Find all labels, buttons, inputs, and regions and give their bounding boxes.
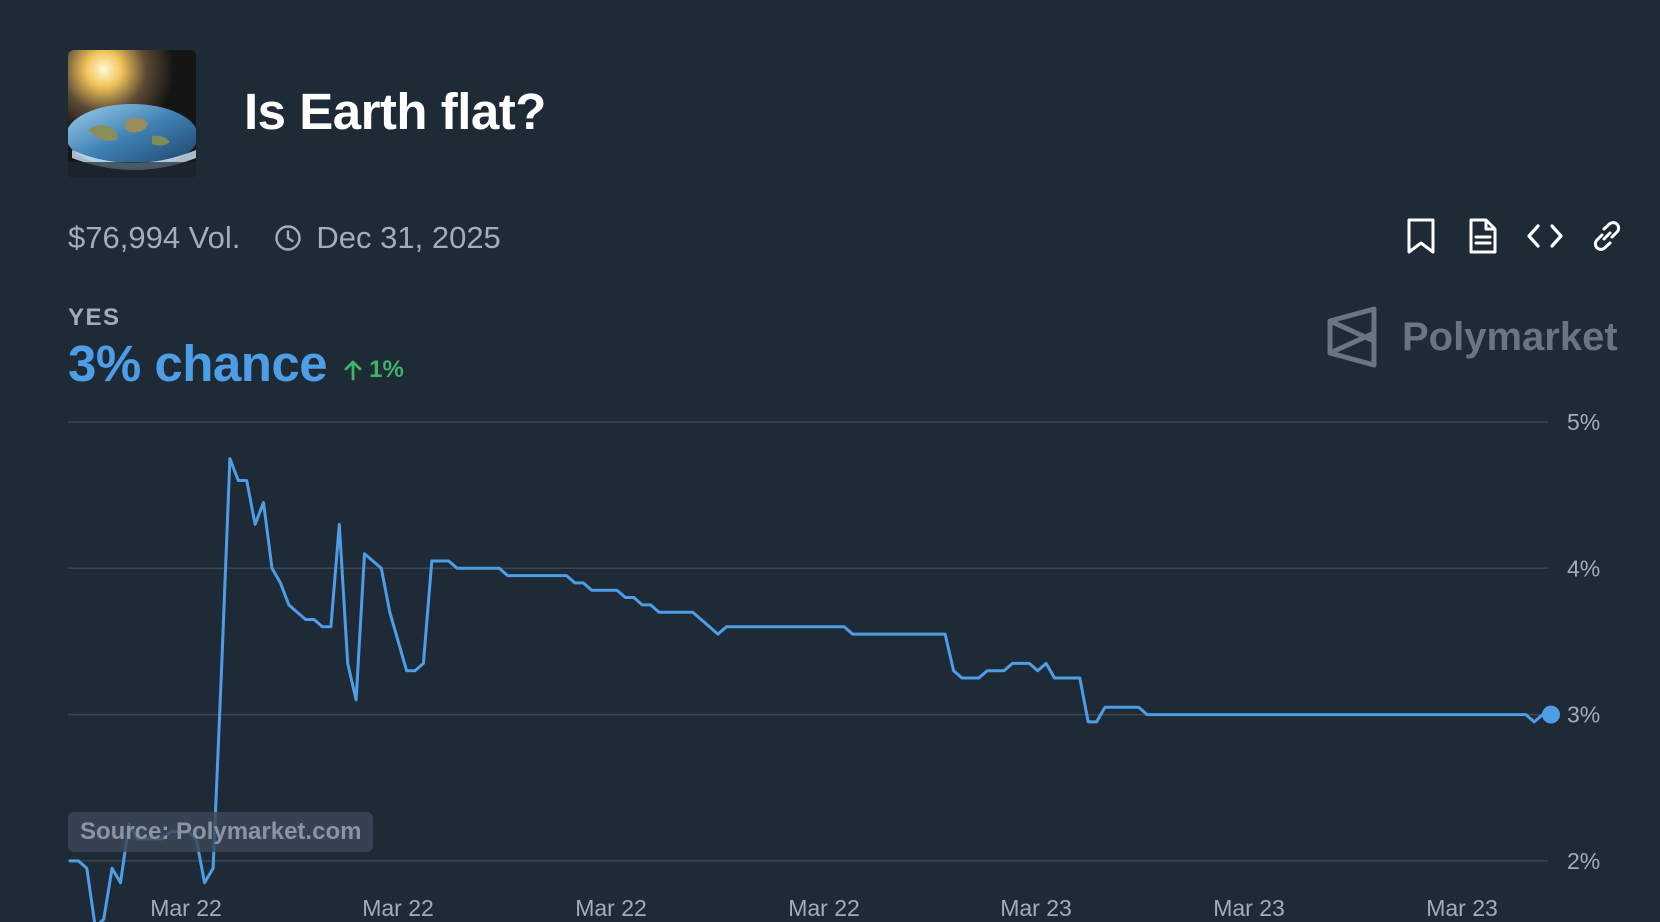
grid-lines	[68, 421, 1548, 862]
y-axis-labels: 2% 3% 4% 5%	[1567, 409, 1600, 874]
document-button[interactable]	[1464, 214, 1502, 258]
brand-name: Polymarket	[1402, 314, 1618, 359]
chance-row: 3% chance 1%	[68, 334, 404, 393]
market-title: Is Earth flat?	[244, 83, 546, 140]
polymarket-logo	[1327, 306, 1377, 368]
volume-text: $76,994 Vol.	[68, 220, 241, 255]
market-meta: $76,994 Vol. Dec 31, 2025	[68, 218, 501, 258]
current-price-dot	[1542, 705, 1560, 724]
source-note: Source: Polymarket.com	[68, 812, 374, 852]
outcome-label: YES	[68, 304, 121, 331]
x-tick-label: Mar 23	[1213, 895, 1285, 921]
arrow-up-icon	[344, 360, 362, 381]
document-icon	[1469, 218, 1497, 254]
flat-earth-image	[68, 50, 196, 178]
market-thumbnail	[68, 50, 196, 178]
copy-link-button[interactable]	[1588, 214, 1626, 258]
y-tick-label: 4%	[1567, 555, 1600, 581]
link-icon	[1593, 221, 1621, 251]
chance-value: 3% chance	[68, 335, 328, 392]
code-icon	[1527, 224, 1563, 248]
action-toolbar	[1402, 214, 1626, 258]
chance-delta: 1%	[343, 356, 404, 384]
y-tick-label: 3%	[1567, 702, 1600, 728]
y-tick-label: 2%	[1567, 848, 1600, 874]
embed-button[interactable]	[1526, 214, 1564, 258]
x-tick-label: Mar 23	[1000, 895, 1072, 921]
yes-price-line	[68, 457, 1553, 922]
delta-value: 1%	[369, 356, 404, 383]
clock-icon	[275, 225, 302, 251]
x-tick-label: Mar 22	[362, 895, 434, 921]
x-tick-label: Mar 23	[1426, 895, 1498, 921]
x-tick-label: Mar 22	[575, 895, 647, 921]
x-tick-label: Mar 22	[150, 895, 222, 921]
bookmark-icon	[1407, 218, 1435, 254]
bookmark-button[interactable]	[1402, 214, 1440, 258]
x-tick-label: Mar 22	[788, 895, 860, 921]
y-tick-label: 5%	[1567, 409, 1600, 435]
polymarket-brand: Polymarket	[1326, 305, 1618, 369]
end-date-text: Dec 31, 2025	[316, 220, 501, 255]
x-axis-labels: Mar 22 Mar 22 Mar 22 Mar 22 Mar 23 Mar 23 Mar …	[150, 895, 1498, 921]
